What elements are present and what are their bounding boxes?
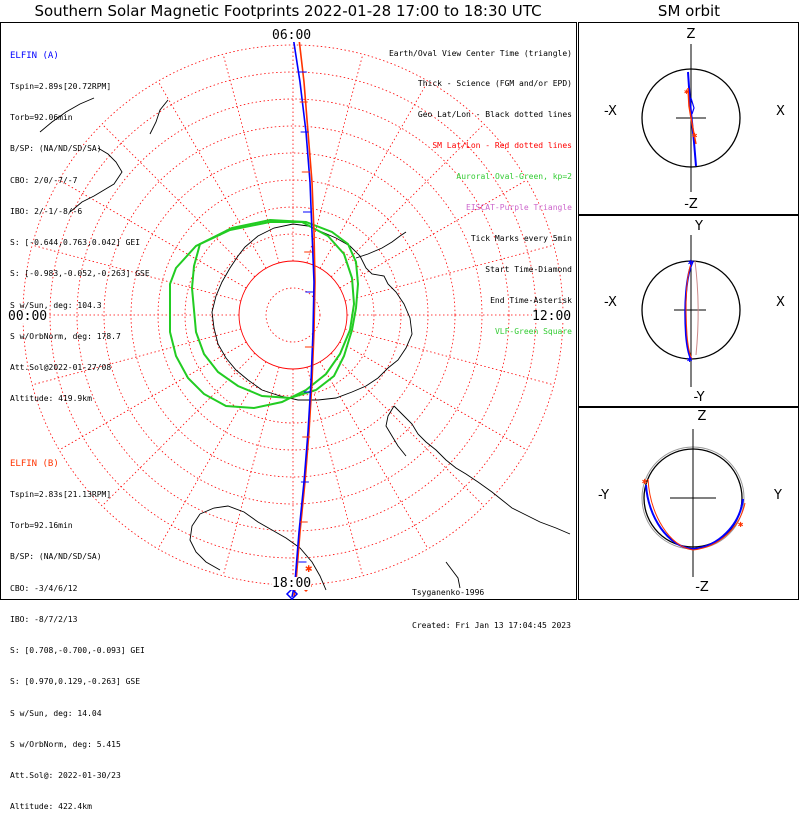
model-label: Tsyganenko-1996 <box>412 588 485 597</box>
sm-lat-ring <box>103 125 483 505</box>
elfin-b-ibo: IBO: -8/7/2/13 <box>10 614 78 624</box>
axis-label-bottom: -Z <box>695 580 709 595</box>
axis-label-right: X <box>776 104 785 119</box>
elfin-a-attitude-sol: Att.Sol@2022-01-27/08 <box>10 363 112 372</box>
elfin-b-attitude-sol: Att.Sol@: 2022-01-30/23 <box>10 771 121 780</box>
axis-label-top: Z <box>687 27 696 42</box>
start-time-diamond <box>285 587 299 600</box>
svg-text:✱: ✱ <box>692 131 698 141</box>
orbit-panel-xz: Z -Z -X X ✱ ✱ <box>578 22 799 215</box>
created-label: Created: Fri Jan 13 17:04:45 2023 <box>412 621 571 630</box>
sm-lat-ring <box>76 98 510 532</box>
sm-lon-line <box>157 361 267 550</box>
legend-item-eiscat: EISCAT-Purple Triangle <box>466 203 572 213</box>
time-label-bottom: 18:00 <box>272 576 312 591</box>
axis-label-top: Y <box>694 219 703 234</box>
time-label-right: 12:00 <box>532 309 572 324</box>
elfin-a-cbo: CBO: 2/0/-7/-7 <box>10 175 78 185</box>
elfin-a-torb: Torb=92.06min <box>10 113 73 123</box>
sm-lon-line <box>330 352 485 507</box>
time-label-left: 00:00 <box>8 309 48 324</box>
svg-text:✱: ✱ <box>687 355 693 365</box>
sm-lon-line <box>157 80 267 269</box>
sm-lon-line <box>345 328 554 386</box>
elfin-a-bsp: B/SP: (NA/ND/SD/SA) <box>10 144 102 154</box>
axis-label-left: -X <box>604 104 617 119</box>
elfin-a-title: ELFIN (A) <box>10 50 59 61</box>
elfin-b-spin-gse: S: [0.970,0.129,-0.263] GSE <box>10 677 141 687</box>
elfin-b-spin-gei: S: [0.708,-0.700,-0.093] GEI <box>10 646 145 656</box>
sm-lat-ring <box>265 287 321 343</box>
axis-label-right: X <box>776 295 785 310</box>
svg-text:✱: ✱ <box>738 520 744 530</box>
elfin-a-sun-angle: S w/Sun, deg: 104.3 <box>10 300 102 310</box>
time-label-top: 06:00 <box>272 28 312 43</box>
coastlines <box>39 97 571 591</box>
sm-lon-line <box>222 54 280 263</box>
orbit-panel-yz: Z -Z -Y Y ✱ ✱ <box>578 407 799 600</box>
axis-label-bottom: -Z <box>684 197 698 212</box>
svg-text:✱: ✱ <box>642 477 648 487</box>
svg-text:✱: ✱ <box>688 258 694 268</box>
elfin-b-bsp: B/SP: (NA/ND/SD/SA) <box>10 552 102 562</box>
axis-label-left: -Y <box>598 488 609 503</box>
elfin-b-torb: Torb=92.16min <box>10 521 73 531</box>
elfin-b-spin: Tspin=2.83s[21.13RPM] <box>10 490 112 500</box>
sm-lon-line <box>330 123 485 278</box>
svg-text:✱: ✱ <box>684 87 689 96</box>
sm-lon-line <box>306 367 364 576</box>
orbit-panel-title: SM orbit <box>657 2 721 20</box>
sm-lon-line <box>32 328 241 386</box>
elfin-b-cbo: CBO: -3/4/6/12 <box>10 583 78 593</box>
sm-lat-ring <box>184 206 402 424</box>
legend-item-sm: SM Lat/Lon - Red dotted lines <box>432 141 572 151</box>
elfin-a-ibo: IBO: 2/-1/-8/-6 <box>10 206 83 216</box>
elfin-b-altitude: Altitude: 422.4km <box>10 802 92 812</box>
credits: Tsyganenko-1996 Created: Fri Jan 13 17:0… <box>412 565 571 642</box>
sm-lon-line <box>222 367 280 576</box>
elfin-a-spin-gei: S: [-0.644,0.763,0.042] GEI <box>10 238 141 248</box>
sm-lon-line <box>58 341 247 451</box>
sm-lon-line <box>345 244 554 302</box>
legend-item-vlf: VLF-Green Square <box>494 326 572 336</box>
legend-item-oval: Auroral Oval-Green, kp=2 <box>456 172 572 182</box>
elfin-a-spin-gse: S: [-0.983,-0.052,-0.263] GSE <box>10 269 150 279</box>
sm-lon-line <box>319 361 429 550</box>
legend-item-thick: Thick - Science (FGM and/or EPD) <box>417 79 572 89</box>
sm-lon-line <box>101 123 256 278</box>
end-time-asterisk: ✱ <box>305 561 312 575</box>
elfin-a-altitude: Altitude: 419.9km <box>10 394 92 404</box>
sm-lon-line <box>306 54 364 263</box>
sm-lat-ring <box>211 233 375 397</box>
auroral-oval <box>169 218 360 410</box>
sm-lon-line <box>101 352 256 507</box>
orbit-panel-xy: Y -Y -X X ✱ ✱ <box>578 215 799 407</box>
sm-lon-line <box>339 341 528 451</box>
legend-item-geo: Geo Lat/Lon - Black dotted lines <box>417 110 572 120</box>
legend-item-end: End Time-Asterisk <box>490 295 572 305</box>
sm-lon-line <box>339 179 528 289</box>
elfin-b-orbnorm-angle: S w/OrbNorm, deg: 5.415 <box>10 739 121 749</box>
elfin-a-spin: Tspin=2.89s[20.72RPM] <box>10 82 112 92</box>
axis-label-top: Z <box>698 409 707 424</box>
elfin-b-sun-angle: S w/Sun, deg: 14.04 <box>10 708 102 718</box>
elfin-b-info: ELFIN (B) Tspin=2.83s[21.13RPM] Torb=92.… <box>10 438 145 823</box>
elfin-a-info: ELFIN (A) Tspin=2.89s[20.72RPM] Torb=92.… <box>10 30 150 415</box>
axis-label-bottom: -Y <box>693 390 704 405</box>
elfin-b-title: ELFIN (B) <box>10 458 59 469</box>
legend-item-view-center: Earth/Oval View Center Time (triangle) <box>388 48 572 58</box>
axis-label-left: -X <box>604 295 617 310</box>
legend-item-start: Start Time-Diamond <box>485 264 572 274</box>
elfin-a-orbnorm-angle: S w/OrbNorm, deg: 178.7 <box>10 331 121 341</box>
legend: Earth/Oval View Center Time (triangle) T… <box>389 28 572 347</box>
axis-label-right: Y <box>773 488 782 503</box>
plot-title: Southern Solar Magnetic Footprints 2022-… <box>34 2 542 20</box>
legend-item-ticks: Tick Marks every 5min <box>470 233 572 243</box>
sm-lon-line <box>32 244 241 302</box>
